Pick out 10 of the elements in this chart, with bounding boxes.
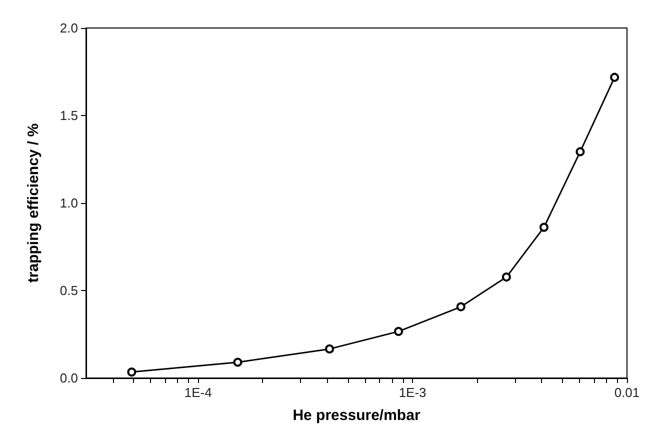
y-tick-label: 2.0	[60, 20, 78, 36]
x-tick-label: 1E-3	[398, 385, 426, 400]
x-tick-label: 1E-4	[184, 385, 212, 400]
y-axis-title: trapping efficiency / %	[25, 123, 42, 283]
x-axis-title: He pressure/mbar	[292, 407, 420, 424]
y-tick-label: 1.0	[60, 196, 78, 210]
x-tick-label: 0.01	[614, 385, 640, 400]
y-tick-label: 1.5	[60, 108, 78, 123]
y-tick-label: 0.0	[60, 370, 78, 386]
y-tick-label: 0.5	[60, 283, 78, 298]
